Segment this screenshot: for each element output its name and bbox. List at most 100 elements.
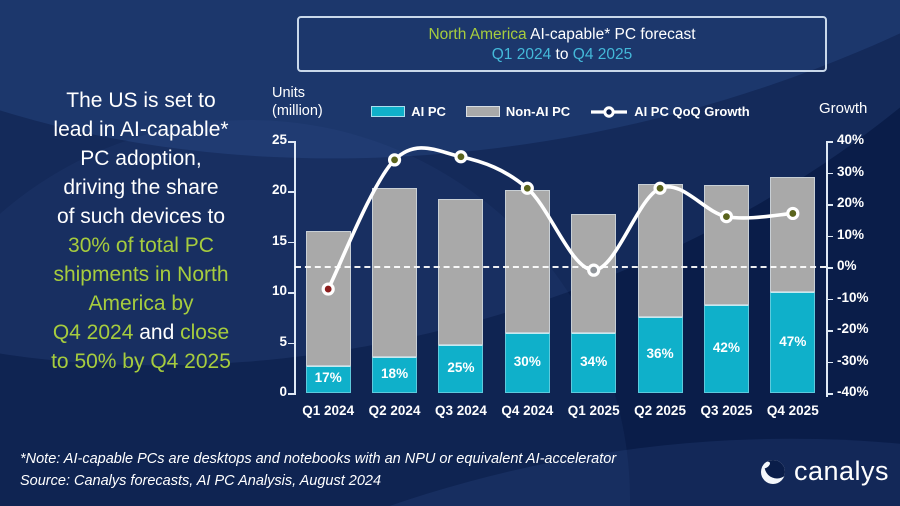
right-axis-tick-label: 0% xyxy=(837,258,857,273)
text-segment: America by xyxy=(88,292,194,315)
headline-line: America by xyxy=(14,289,268,318)
bar-non-ai-pc xyxy=(438,199,484,345)
legend-label: AI PC xyxy=(411,104,446,119)
right-axis-tick xyxy=(827,330,833,332)
bar-ai-pc xyxy=(703,305,749,393)
left-axis-title-line1: Units xyxy=(272,85,306,101)
text-segment: PC adoption, xyxy=(80,147,202,170)
legend-label: AI PC QoQ Growth xyxy=(634,104,750,119)
text-segment: AI-capable* PC forecast xyxy=(526,26,696,43)
ai-pc-share-label: 34% xyxy=(580,353,608,369)
right-axis-tick-label: 40% xyxy=(837,132,865,147)
growth-line-chart xyxy=(321,146,800,296)
text-segment: 30% of total PC xyxy=(68,234,214,257)
bar-ai-pc xyxy=(372,356,418,393)
bar-ai-pc xyxy=(438,344,484,393)
right-axis-tick-label: 20% xyxy=(837,195,865,210)
canalys-logo: canalys xyxy=(760,456,889,487)
headline-line: to 50% by Q4 2025 xyxy=(14,347,268,376)
text-segment: driving the share xyxy=(63,176,219,199)
headline-line: Q4 2024 and close xyxy=(14,318,268,347)
text-segment: The US is set to xyxy=(66,89,216,112)
right-axis-tick xyxy=(827,235,833,237)
left-axis-tick xyxy=(288,241,294,244)
legend-item-ai-pc: AI PC xyxy=(371,104,446,119)
right-axis-tick xyxy=(827,393,833,395)
bar-ai-pc xyxy=(637,317,683,393)
x-axis-label: Q1 2025 xyxy=(567,403,620,418)
growth-marker xyxy=(520,181,534,195)
plot-area: 17% 18% 25% 30% 34% 36% 42% 47% xyxy=(295,141,826,393)
text-segment: Q4 2025 xyxy=(572,46,633,63)
right-axis-tick xyxy=(827,298,833,300)
text-segment: close xyxy=(180,321,230,344)
growth-marker xyxy=(786,206,800,221)
text-segment: to 50% by Q4 2025 xyxy=(51,350,231,373)
right-axis-tick xyxy=(827,204,833,206)
bar-non-ai-pc xyxy=(504,190,550,333)
right-axis-line xyxy=(826,141,828,397)
canalys-logo-icon xyxy=(761,459,785,484)
growth-marker xyxy=(387,153,402,167)
chart-title-box: North America AI-capable* PC forecast Q1… xyxy=(297,16,827,72)
text-segment: North America xyxy=(428,26,527,43)
left-axis-tick-label: 20 xyxy=(271,182,287,198)
bar-ai-pc xyxy=(504,332,550,393)
growth-marker xyxy=(587,263,601,277)
bar-non-ai-pc xyxy=(770,177,816,293)
headline-text: The US is set to lead in AI-capable* PC ad… xyxy=(14,86,268,376)
x-axis-label: Q3 2024 xyxy=(435,403,487,418)
right-axis-tick-label: -10% xyxy=(837,289,869,305)
chart-title-line1: North America AI-capable* PC forecast xyxy=(299,25,825,45)
left-axis-tick-label: 15 xyxy=(271,232,287,248)
right-axis-tick xyxy=(827,141,833,143)
left-axis-tick-label: 0 xyxy=(279,384,287,399)
left-axis-tick xyxy=(288,141,294,143)
headline-line: lead in AI-capable* xyxy=(14,115,268,144)
headline-line: of such devices to xyxy=(14,202,268,231)
right-axis-tick-label: -40% xyxy=(837,384,869,399)
left-axis-title: Units (million) xyxy=(272,84,323,120)
right-axis-tick xyxy=(827,267,833,269)
x-axis-label: Q4 2025 xyxy=(766,403,819,418)
ai-pc-share-label: 30% xyxy=(513,353,541,369)
legend-item-non-ai-pc: Non-AI PC xyxy=(465,104,571,119)
growth-marker xyxy=(719,209,734,224)
bar-ai-pc xyxy=(305,365,351,393)
bar-ai-pc xyxy=(571,332,617,393)
text-segment: shipments in North xyxy=(53,263,229,286)
bar-ai-pc xyxy=(770,292,816,393)
source-text: Source: Canalys forecasts, AI PC Analysi… xyxy=(20,473,382,489)
canalys-logo-text: canalys xyxy=(794,456,890,486)
bar-non-ai-pc xyxy=(372,188,418,357)
ai-pc-share-label: 47% xyxy=(779,333,807,349)
legend-item-ai-pc-qoq-growth: AI PC QoQ Growth xyxy=(590,104,750,119)
legend-label: Non-AI PC xyxy=(505,104,571,119)
right-axis-tick-label: 30% xyxy=(837,163,865,179)
ai-pc-swatch xyxy=(371,106,406,117)
headline-line: The US is set to xyxy=(14,86,268,115)
right-axis-tick-label: 10% xyxy=(837,226,865,242)
right-axis-tick-label: -20% xyxy=(837,321,869,336)
headline-line: 30% of total PC xyxy=(14,231,268,260)
headline-line: driving the share xyxy=(14,173,268,202)
non-ai-pc-swatch xyxy=(465,106,500,117)
ai-pc-share-label: 25% xyxy=(447,359,475,375)
left-axis-tick xyxy=(288,342,294,345)
left-axis-tick xyxy=(288,393,294,395)
left-axis-tick-label: 25 xyxy=(271,132,287,147)
headline-line: PC adoption, xyxy=(14,144,268,173)
footer-notes: *Note: AI-capable PCs are desktops and n… xyxy=(20,448,616,492)
ai-pc-share-label: 17% xyxy=(314,370,342,386)
left-axis-title-line2: (million) xyxy=(272,103,323,119)
x-axis-label: Q4 2024 xyxy=(501,403,554,418)
text-segment: lead in AI-capable* xyxy=(53,118,229,141)
text-segment: and xyxy=(133,321,181,344)
bar-non-ai-pc xyxy=(637,184,683,318)
ai-pc-share-label: 42% xyxy=(712,340,740,356)
left-axis-tick xyxy=(288,292,294,294)
x-axis-label: Q2 2025 xyxy=(634,403,686,418)
right-axis-title: Growth xyxy=(819,100,868,117)
growth-line-icon xyxy=(591,105,628,118)
